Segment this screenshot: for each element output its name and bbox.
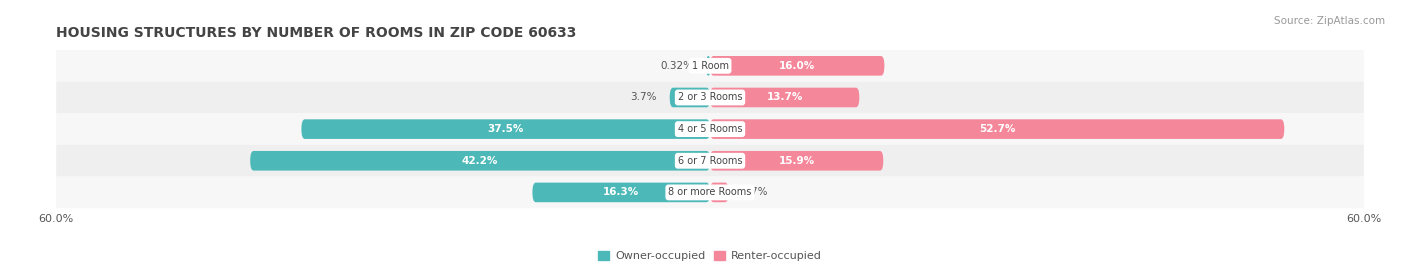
Text: 15.9%: 15.9% xyxy=(779,156,814,166)
Text: 13.7%: 13.7% xyxy=(766,93,803,102)
FancyBboxPatch shape xyxy=(710,151,883,171)
FancyBboxPatch shape xyxy=(56,145,1364,176)
FancyBboxPatch shape xyxy=(533,183,710,202)
FancyBboxPatch shape xyxy=(707,56,710,76)
Legend: Owner-occupied, Renter-occupied: Owner-occupied, Renter-occupied xyxy=(593,246,827,266)
FancyBboxPatch shape xyxy=(56,50,1364,82)
Text: 3.7%: 3.7% xyxy=(630,93,657,102)
FancyBboxPatch shape xyxy=(56,82,1364,113)
Text: 0.32%: 0.32% xyxy=(661,61,693,71)
FancyBboxPatch shape xyxy=(710,183,728,202)
FancyBboxPatch shape xyxy=(669,88,710,107)
Text: Source: ZipAtlas.com: Source: ZipAtlas.com xyxy=(1274,16,1385,26)
Text: 1.7%: 1.7% xyxy=(741,187,768,197)
Text: 8 or more Rooms: 8 or more Rooms xyxy=(668,187,752,197)
Text: 42.2%: 42.2% xyxy=(463,156,498,166)
FancyBboxPatch shape xyxy=(56,176,1364,208)
Text: 37.5%: 37.5% xyxy=(488,124,524,134)
FancyBboxPatch shape xyxy=(710,88,859,107)
Text: 1 Room: 1 Room xyxy=(692,61,728,71)
Text: 16.0%: 16.0% xyxy=(779,61,815,71)
Text: HOUSING STRUCTURES BY NUMBER OF ROOMS IN ZIP CODE 60633: HOUSING STRUCTURES BY NUMBER OF ROOMS IN… xyxy=(56,26,576,40)
Text: 52.7%: 52.7% xyxy=(979,124,1015,134)
Text: 6 or 7 Rooms: 6 or 7 Rooms xyxy=(678,156,742,166)
FancyBboxPatch shape xyxy=(710,56,884,76)
Text: 2 or 3 Rooms: 2 or 3 Rooms xyxy=(678,93,742,102)
FancyBboxPatch shape xyxy=(250,151,710,171)
Text: 4 or 5 Rooms: 4 or 5 Rooms xyxy=(678,124,742,134)
Text: 16.3%: 16.3% xyxy=(603,187,640,197)
FancyBboxPatch shape xyxy=(56,113,1364,145)
FancyBboxPatch shape xyxy=(301,119,710,139)
FancyBboxPatch shape xyxy=(710,119,1284,139)
